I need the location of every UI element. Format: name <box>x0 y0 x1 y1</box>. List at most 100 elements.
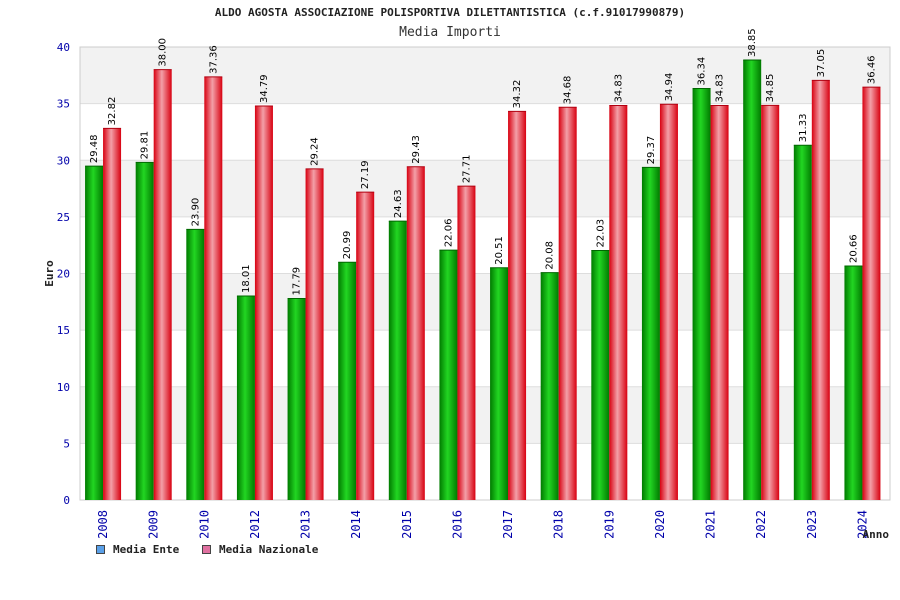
bar-media-nazionale <box>153 69 172 501</box>
bar-media-ente <box>844 266 863 500</box>
data-label: 38.00 <box>158 38 169 67</box>
x-tick-label: 2019 <box>602 510 616 539</box>
bar-media-ente <box>287 298 306 500</box>
bar-media-nazionale <box>811 80 830 500</box>
x-tick-label: 2017 <box>501 510 515 539</box>
data-label: 36.34 <box>697 57 708 86</box>
bar-media-ente <box>540 272 559 500</box>
chart-title: ALDO AGOSTA ASSOCIAZIONE POLISPORTIVA DI… <box>214 6 686 19</box>
legend-label-media-nazionale: Media Nazionale <box>219 543 319 556</box>
data-label: 24.63 <box>393 189 404 218</box>
data-label: 22.03 <box>595 219 606 248</box>
data-label: 29.48 <box>89 134 100 163</box>
data-label: 32.82 <box>107 97 118 126</box>
data-label: 36.46 <box>866 55 877 84</box>
plot-border <box>79 46 891 501</box>
data-label: 29.24 <box>310 137 321 166</box>
data-label: 29.37 <box>646 136 657 165</box>
x-tick-label: 2022 <box>754 510 768 539</box>
data-label: 20.66 <box>848 234 859 263</box>
data-label: 37.05 <box>816 49 827 78</box>
data-label: 23.90 <box>190 198 201 227</box>
data-label: 31.33 <box>798 114 809 143</box>
x-tick-label: 2014 <box>349 510 363 539</box>
bar-media-ente <box>338 262 357 500</box>
data-label: 34.79 <box>259 74 270 103</box>
legend-swatch-media-nazionale <box>202 545 211 554</box>
data-label: 18.01 <box>241 264 252 293</box>
x-tick-label: 2023 <box>805 510 819 539</box>
y-tick-label: 35 <box>57 98 70 111</box>
x-tick-label: 2016 <box>450 510 464 539</box>
y-tick-label: 5 <box>63 437 70 450</box>
data-label: 34.83 <box>715 74 726 103</box>
chart-subtitle: Media Importi <box>399 25 501 40</box>
y-axis-label: Euro <box>43 260 56 287</box>
y-tick-label: 0 <box>63 494 70 507</box>
x-tick-label: 2020 <box>653 510 667 539</box>
bar-media-nazionale <box>356 192 375 501</box>
y-tick-label: 25 <box>57 211 70 224</box>
bar-media-ente <box>793 145 812 500</box>
bar-media-ente <box>692 88 711 501</box>
bar-media-ente <box>641 167 660 500</box>
legend-item-media-ente: Media Ente <box>96 543 179 556</box>
x-tick-label: 2009 <box>147 510 161 539</box>
data-label: 34.94 <box>664 73 675 102</box>
bar-media-nazionale <box>609 105 628 501</box>
legend-swatch-media-ente <box>96 545 105 554</box>
data-label: 27.71 <box>461 155 472 184</box>
bar-media-ente <box>236 296 255 500</box>
x-tick-label: 2021 <box>704 510 718 539</box>
bar-media-nazionale <box>305 168 324 500</box>
y-tick-label: 20 <box>57 268 70 281</box>
x-tick-label: 2024 <box>855 510 869 539</box>
x-tick-label: 2010 <box>197 510 211 539</box>
x-axis-label: Anno <box>863 528 890 541</box>
y-tick-label: 30 <box>57 154 70 167</box>
bar-media-nazionale <box>710 105 729 501</box>
bar-media-nazionale <box>103 128 122 500</box>
data-label: 38.85 <box>747 28 758 57</box>
bar-media-ente <box>85 166 104 500</box>
bar-media-ente <box>439 250 458 500</box>
x-tick-label: 2015 <box>400 510 414 539</box>
y-tick-label: 10 <box>57 381 70 394</box>
y-tick-label: 15 <box>57 324 70 337</box>
x-tick-label: 2012 <box>248 510 262 539</box>
x-tick-label: 2008 <box>96 510 110 539</box>
data-label: 20.99 <box>342 231 353 260</box>
bar-media-ente <box>135 162 154 501</box>
data-label: 37.36 <box>208 45 219 74</box>
bar-media-nazionale <box>862 87 881 500</box>
bar-media-nazionale <box>254 106 273 501</box>
bar-media-ente <box>388 221 407 500</box>
bar-media-ente <box>490 267 509 500</box>
bar-media-ente <box>591 250 610 500</box>
data-label: 17.79 <box>292 267 303 296</box>
bar-media-nazionale <box>457 186 476 500</box>
bar-media-nazionale <box>406 166 425 500</box>
data-label: 22.06 <box>443 219 454 248</box>
bar-media-ente <box>186 229 205 500</box>
data-label: 34.32 <box>512 80 523 109</box>
bar-media-nazionale <box>761 105 780 500</box>
data-label: 34.83 <box>613 74 624 103</box>
data-label: 29.81 <box>140 131 151 160</box>
legend-item-media-nazionale: Media Nazionale <box>202 543 318 556</box>
legend-label-media-ente: Media Ente <box>113 543 180 556</box>
bar-media-nazionale <box>558 107 577 501</box>
bar-media-ente <box>743 60 762 501</box>
y-tick-label: 40 <box>57 41 70 54</box>
data-label: 29.43 <box>411 135 422 164</box>
bar-media-nazionale <box>659 104 678 500</box>
bar-media-nazionale <box>508 111 527 501</box>
bar-media-nazionale <box>204 76 223 500</box>
x-tick-label: 2018 <box>552 510 566 539</box>
data-label: 20.51 <box>494 236 505 265</box>
data-label: 27.19 <box>360 160 371 189</box>
data-label: 34.68 <box>563 76 574 105</box>
x-tick-label: 2013 <box>299 510 313 539</box>
data-label: 34.85 <box>765 74 776 103</box>
